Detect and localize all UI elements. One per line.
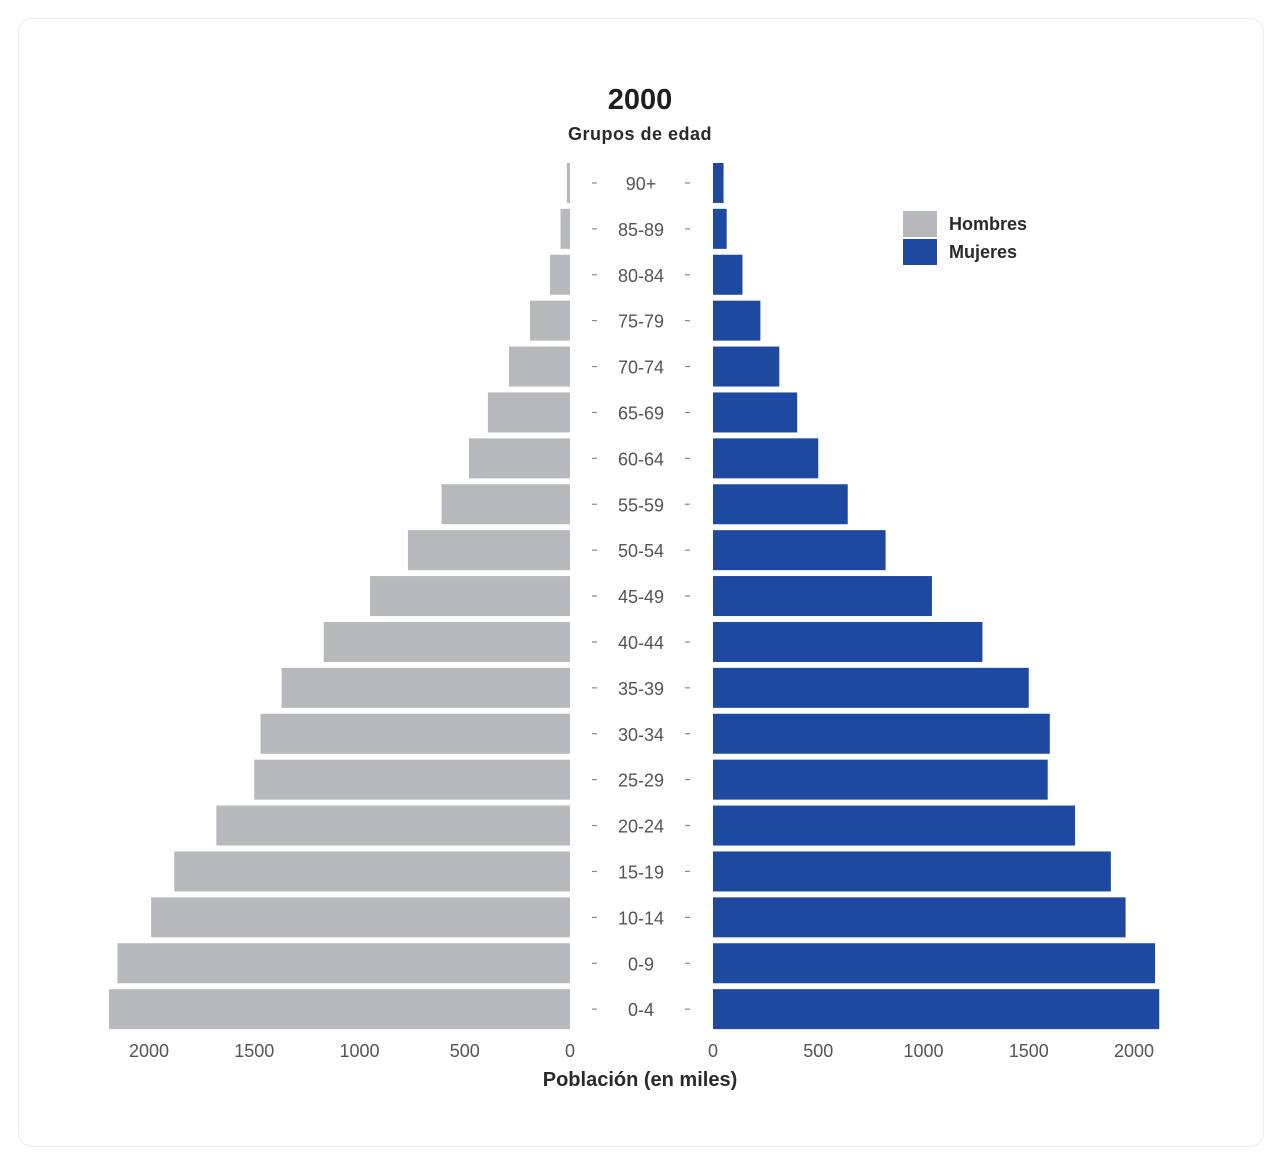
- legend-swatch-mujeres: [903, 239, 937, 265]
- bar-mujeres-10-14: [713, 897, 1126, 938]
- bar-hombres-45-49: [370, 576, 570, 617]
- bar-hombres-35-39: [281, 667, 570, 708]
- bar-hombres-90+: [566, 162, 570, 203]
- legend-label-hombres: Hombres: [949, 213, 1028, 234]
- x-tick-label-left: 500: [450, 1041, 480, 1061]
- bar-hombres-20-24: [216, 805, 571, 846]
- bar-mujeres-75-79: [713, 300, 761, 341]
- bar-mujeres-80-84: [713, 254, 743, 295]
- legend-swatch-hombres: [903, 211, 937, 237]
- bar-mujeres-35-39: [713, 667, 1029, 708]
- bar-hombres-55-59: [441, 484, 570, 525]
- bar-mujeres-70-74: [713, 346, 780, 387]
- category-label: 10-14: [618, 908, 664, 928]
- category-label: 90+: [626, 174, 657, 194]
- bar-hombres-0-4: [109, 989, 570, 1030]
- legend-label-mujeres: Mujeres: [949, 241, 1018, 262]
- bar-mujeres-50-54: [713, 530, 886, 571]
- category-label: 0-9: [628, 954, 654, 974]
- category-label: 60-64: [618, 449, 664, 469]
- category-label: 75-79: [618, 312, 664, 332]
- bar-mujeres-25-29: [713, 759, 1048, 800]
- category-label: 50-54: [618, 541, 664, 561]
- bar-mujeres-0-9: [713, 943, 1156, 984]
- bar-hombres-0-9: [117, 943, 571, 984]
- category-label: 25-29: [618, 771, 664, 791]
- bar-mujeres-90+: [713, 162, 724, 203]
- bar-hombres-40-44: [323, 621, 570, 662]
- category-label: 0-4: [628, 1000, 654, 1020]
- category-label: 40-44: [618, 633, 664, 653]
- legend-item-hombres: Hombres: [903, 210, 1027, 238]
- category-label: 20-24: [618, 817, 664, 837]
- bar-mujeres-85-89: [713, 208, 727, 249]
- x-tick-label-right: 0: [708, 1041, 718, 1061]
- legend: Hombres Mujeres: [903, 210, 1027, 266]
- category-label: 70-74: [618, 358, 664, 378]
- legend-item-mujeres: Mujeres: [903, 238, 1027, 266]
- bar-mujeres-55-59: [713, 484, 848, 525]
- bar-mujeres-40-44: [713, 621, 983, 662]
- x-tick-label-right: 1500: [1009, 1041, 1049, 1061]
- bar-hombres-80-84: [550, 254, 570, 295]
- category-label: 55-59: [618, 495, 664, 515]
- category-label: 35-39: [618, 679, 664, 699]
- bar-hombres-70-74: [508, 346, 570, 387]
- bar-mujeres-60-64: [713, 438, 819, 479]
- category-label: 30-34: [618, 725, 664, 745]
- category-label: 45-49: [618, 587, 664, 607]
- bar-hombres-60-64: [468, 438, 570, 479]
- bar-hombres-30-34: [260, 713, 570, 754]
- chart-title: 2000: [607, 84, 673, 116]
- bar-hombres-50-54: [407, 530, 570, 571]
- x-tick-label-left: 0: [565, 1041, 575, 1061]
- x-tick-label-right: 1000: [903, 1041, 943, 1061]
- bar-hombres-85-89: [560, 208, 570, 249]
- bar-hombres-25-29: [254, 759, 570, 800]
- bar-mujeres-45-49: [713, 576, 932, 617]
- bar-mujeres-20-24: [713, 805, 1076, 846]
- category-label: 65-69: [618, 403, 664, 423]
- x-tick-label-left: 1000: [339, 1041, 379, 1061]
- bar-hombres-15-19: [174, 851, 570, 892]
- x-tick-label-left: 2000: [129, 1041, 169, 1061]
- bar-hombres-75-79: [530, 300, 570, 341]
- category-label: 15-19: [618, 862, 664, 882]
- category-label: 85-89: [618, 220, 664, 240]
- bar-hombres-65-69: [487, 392, 570, 433]
- x-tick-label-left: 1500: [234, 1041, 274, 1061]
- x-tick-label-right: 500: [803, 1041, 833, 1061]
- bar-mujeres-15-19: [713, 851, 1111, 892]
- bar-mujeres-30-34: [713, 713, 1050, 754]
- x-tick-label-right: 2000: [1114, 1041, 1154, 1061]
- bar-mujeres-0-4: [713, 989, 1160, 1030]
- x-axis-label: Población (en miles): [542, 1069, 738, 1091]
- category-label: 80-84: [618, 266, 664, 286]
- bar-mujeres-65-69: [713, 392, 798, 433]
- chart-subtitle: Grupos de edad: [567, 124, 713, 144]
- bar-hombres-10-14: [151, 897, 571, 938]
